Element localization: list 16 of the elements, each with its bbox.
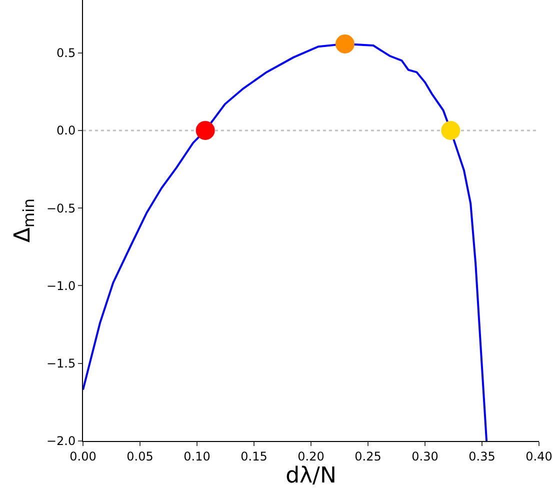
y-tick-label: 0.0	[56, 124, 76, 138]
x-tick-label: 0.10	[184, 449, 210, 464]
y-tick-label: −2.0	[46, 434, 76, 448]
x-tick-label: 0.05	[126, 449, 154, 464]
x-tick-label: 0.00	[70, 449, 96, 464]
y-tick-label: −1.0	[46, 278, 76, 293]
x-tick-label: 0.40	[526, 449, 552, 464]
y-tick-label: 0.5	[56, 46, 76, 60]
x-tick-label: 0.20	[298, 449, 324, 464]
y-tick-label: −0.5	[46, 201, 76, 216]
y-tick-label: −1.5	[46, 356, 76, 371]
x-tick-label: 0.15	[240, 449, 268, 464]
x-axis-title: dλ/N	[286, 463, 336, 488]
x-tick-label: 0.35	[468, 449, 496, 464]
x-tick-label: 0.25	[354, 449, 382, 464]
x-tick-label: 0.30	[412, 449, 438, 464]
